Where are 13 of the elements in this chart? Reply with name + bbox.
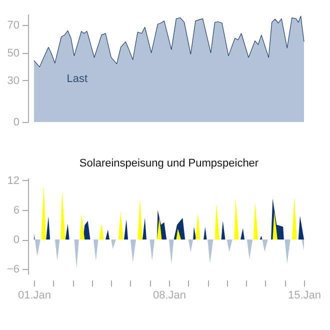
chart-title: Solareinspeisung und Pumpspeicher (79, 157, 259, 170)
x-tick-label: 01.Jan (18, 290, 52, 302)
y-tick-label: 30 (7, 74, 20, 87)
y-tick-label: 70 (7, 20, 20, 32)
y-tick-label: 6 (13, 204, 20, 216)
y-tick-label: 0 (13, 116, 20, 128)
x-tick-label: 15.Jan (288, 290, 322, 302)
x-tick-label: 08.Jan (152, 290, 186, 302)
y-tick-label: −6 (6, 264, 20, 276)
y-tick-label: 50 (7, 47, 20, 60)
series-label: Last (66, 72, 88, 85)
y-tick-label: 12 (7, 174, 20, 187)
y-tick-label: 0 (13, 234, 20, 246)
